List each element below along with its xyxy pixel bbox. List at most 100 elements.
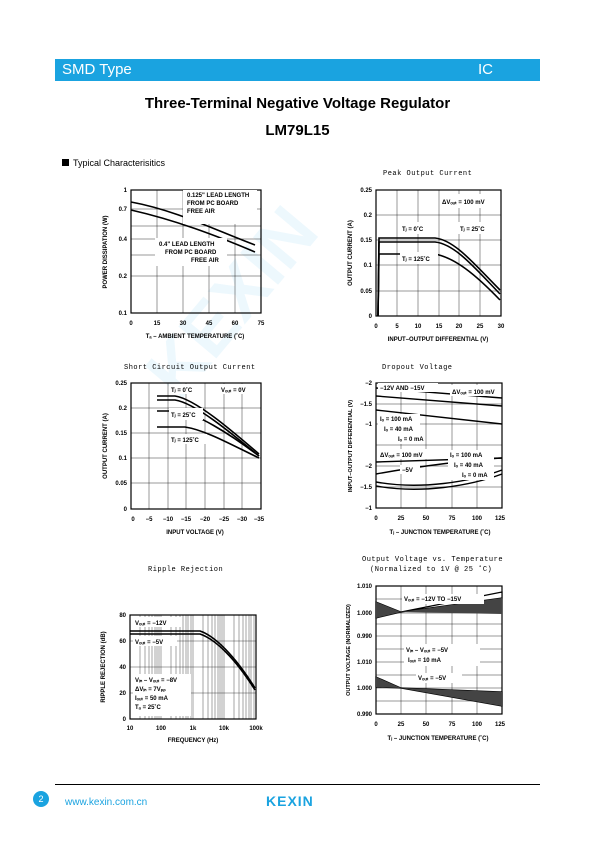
- annotation: Iₒᵤₜ = 50 mA: [135, 696, 169, 702]
- chart-title: Dropout Voltage: [382, 364, 453, 372]
- annotation: Tⱼ = 125˚C: [402, 256, 431, 263]
- x-tick: 0: [374, 324, 378, 330]
- y-tick: −2: [365, 381, 373, 387]
- y-tick: 60: [119, 639, 126, 645]
- kexin-logo: KEXIN: [266, 793, 314, 809]
- x-tick: 25: [398, 516, 405, 522]
- chart-ripple-rejection: Vₒᵤₜ = −12V Vₒᵤₜ = −5V Vᵢₙ – Vₒᵤₜ = −8V …: [101, 613, 263, 744]
- footer-divider: [55, 784, 540, 785]
- x-tick: 75: [258, 321, 265, 327]
- x-tick: 60: [232, 321, 239, 327]
- page-title: Three-Terminal Negative Voltage Regulato…: [144, 95, 451, 112]
- chart-title: Peak Output Current: [383, 170, 473, 178]
- x-tick: 30: [498, 324, 505, 330]
- chart-title: Short Circuit Output Current: [124, 364, 256, 372]
- y-tick: 0.2: [119, 274, 128, 280]
- y-tick: 0.990: [357, 712, 373, 718]
- y-tick: 80: [119, 613, 126, 619]
- y-axis-label: OUTPUT CURRENT (A): [103, 413, 109, 479]
- annotation: Vₒᵤₜ = −5V: [418, 676, 446, 682]
- chart-peak-output-current: ΔVₒᵤₜ = 100 mV Tⱼ = 0˚C Tⱼ = 25˚C Tⱼ = 1…: [348, 188, 505, 343]
- y-tick: 0: [369, 314, 373, 320]
- x-tick: 20: [456, 324, 463, 330]
- header-left-label: SMD Type: [62, 61, 132, 78]
- x-tick: −35: [254, 517, 265, 523]
- y-tick: 0.05: [115, 481, 127, 487]
- y-tick: 0.990: [357, 634, 373, 640]
- y-axis-label: OUTPUT VOLTAGE (NORMALIZED): [346, 604, 352, 696]
- y-tick: −1: [365, 506, 373, 512]
- annotation: Iₒ = 100 mA: [450, 453, 483, 459]
- annotation: Tⱼ = 0˚C: [171, 387, 193, 394]
- x-axis-label: FREQUENCY (Hz): [168, 738, 219, 744]
- annotation: Vᵢₙ – Vₒᵤₜ = −8V: [135, 678, 177, 684]
- x-axis-label: INPUT VOLTAGE (V): [166, 530, 223, 536]
- chart-dropout-voltage: −12V AND −15V ΔVₒᵤₜ = 100 mV Iₒ = 100 mA…: [348, 381, 506, 536]
- x-tick: 5: [395, 324, 399, 330]
- x-tick: 100: [472, 516, 483, 522]
- x-axis-label: INPUT–OUTPUT DIFFERENTIAL (V): [388, 337, 489, 343]
- page-number: 2: [33, 791, 49, 807]
- x-tick: 75: [449, 516, 456, 522]
- x-tick: 75: [449, 722, 456, 728]
- y-axis-label: RIPPLE REJECTION (dB): [101, 631, 107, 702]
- x-tick: 15: [436, 324, 443, 330]
- square-bullet-icon: [62, 159, 69, 166]
- annotation: Iₒ = 40 mA: [384, 427, 414, 433]
- annotation: FREE AIR: [187, 209, 215, 215]
- y-tick: 0.05: [360, 289, 372, 295]
- annotation: Iₒ = 40 mA: [454, 463, 484, 469]
- y-axis-label: OUTPUT CURRENT (A): [348, 220, 354, 286]
- y-tick: 0.7: [119, 207, 128, 213]
- x-tick: −5: [146, 517, 154, 523]
- x-tick: −15: [181, 517, 192, 523]
- annotation: Tⱼ = 0˚C: [402, 226, 424, 233]
- x-tick: 10: [127, 726, 134, 732]
- x-axis-label: Tₐ – AMBIENT TEMPERATURE (˚C): [146, 333, 245, 340]
- annotation: ΔVᵢₙ = 7Vₚₚ: [135, 687, 166, 693]
- x-tick: 10: [415, 324, 422, 330]
- x-tick: 0: [129, 321, 133, 327]
- x-tick: 100k: [249, 726, 263, 732]
- x-tick: −30: [237, 517, 248, 523]
- y-tick: −1: [365, 422, 373, 428]
- y-tick: −2: [365, 464, 373, 470]
- x-tick: −25: [219, 517, 230, 523]
- y-tick: 0.15: [115, 431, 127, 437]
- annotation: Iₒ = 0 mA: [462, 473, 488, 479]
- x-tick: 0: [374, 516, 378, 522]
- x-tick: 50: [423, 722, 430, 728]
- y-tick: 1.010: [357, 660, 373, 666]
- annotation: FROM PC BOARD: [165, 250, 217, 256]
- annotation: Vᵢₙ – Vₒᵤₜ = −5V: [406, 648, 448, 654]
- chart-title: Ripple Rejection: [148, 566, 224, 574]
- chart-short-circuit-current: Tⱼ = 0˚C Vₒᵤₜ = 0V Tⱼ = 25˚C Tⱼ = 125˚C …: [103, 381, 265, 536]
- y-tick: 0: [124, 507, 128, 513]
- chart-title: Output Voltage vs. Temperature: [362, 556, 504, 564]
- y-tick: 0.2: [119, 406, 128, 412]
- chart-subtitle: (Normalized to 1V @ 25 ˚C): [370, 566, 493, 574]
- annotation: ΔVₒᵤₜ = 100 mV: [452, 390, 495, 396]
- footer-url[interactable]: www.kexin.com.cn: [65, 797, 148, 808]
- annotation: −5V: [402, 468, 413, 474]
- annotation: Tⱼ = 25˚C: [171, 412, 196, 419]
- y-axis-label: INPUT–OUTPUT DIFFERENTIAL (V): [348, 400, 354, 492]
- annotation: Vₒᵤₜ = −5V: [135, 640, 163, 646]
- part-number: LM79L15: [265, 122, 330, 139]
- annotation: Vₒᵤₜ = −12V TO −15V: [404, 597, 461, 603]
- y-tick: 0.15: [360, 238, 372, 244]
- y-tick: 0.4: [119, 237, 128, 243]
- x-axis-label: Tⱼ – JUNCTION TEMPERATURE (˚C): [390, 529, 491, 536]
- x-tick: 100: [156, 726, 167, 732]
- annotation: 0.4" LEAD LENGTH: [159, 242, 215, 248]
- y-tick: 20: [119, 691, 126, 697]
- y-tick: 0.1: [119, 456, 128, 462]
- x-tick: 10k: [219, 726, 230, 732]
- x-tick: 15: [154, 321, 161, 327]
- x-tick: −10: [163, 517, 174, 523]
- y-tick: 1: [124, 188, 128, 194]
- y-tick: 0.1: [364, 263, 373, 269]
- x-tick: 45: [206, 321, 213, 327]
- x-tick: 125: [495, 722, 506, 728]
- x-tick: 25: [477, 324, 484, 330]
